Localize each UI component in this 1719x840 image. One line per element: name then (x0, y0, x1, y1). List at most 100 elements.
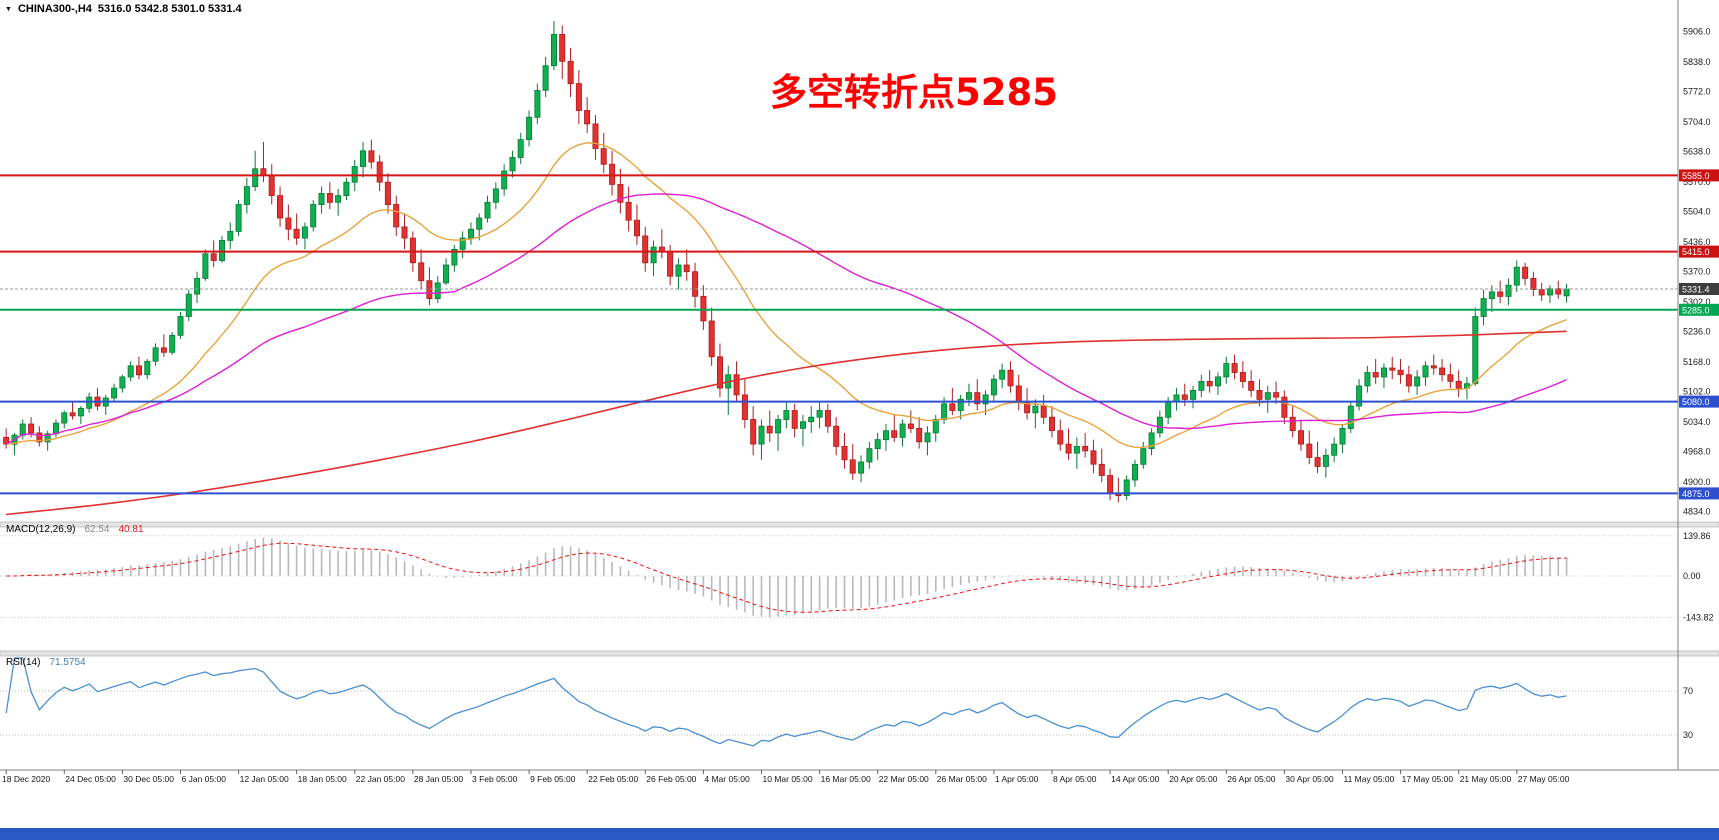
svg-text:28 Jan 05:00: 28 Jan 05:00 (414, 774, 463, 784)
candle (675, 258, 682, 290)
candle (733, 361, 740, 402)
panel-separator-rsi[interactable] (0, 650, 1719, 657)
candle (1248, 370, 1255, 398)
price-axis-label-box: 5331.4 (1679, 283, 1719, 295)
candle (177, 312, 184, 339)
ohlc-values: 5316.0 5342.8 5301.0 5331.4 (97, 3, 242, 15)
svg-text:5302.0: 5302.0 (1683, 297, 1711, 307)
candle (625, 186, 632, 232)
rsi-value: 71.5754 (49, 657, 86, 668)
candle (434, 276, 441, 304)
candle (484, 195, 491, 223)
candle (575, 70, 582, 124)
time-axis[interactable]: 18 Dec 2020 24 Dec 05:00 30 Dec 05:00 6 Jan… (0, 769, 1719, 784)
svg-text:4900.0: 4900.0 (1683, 477, 1711, 487)
svg-text:0.00: 0.00 (1683, 571, 1701, 581)
candle (119, 374, 126, 393)
symbol-dropdown-icon[interactable]: ▼ (5, 5, 12, 13)
candle (692, 262, 699, 308)
candle (1422, 361, 1429, 386)
candle (1414, 370, 1421, 395)
candle (858, 455, 865, 483)
candle (1381, 363, 1388, 389)
candle (268, 164, 275, 205)
candle (1397, 359, 1404, 384)
candle (1281, 390, 1288, 424)
candle (326, 182, 333, 209)
svg-text:20 Apr 05:00: 20 Apr 05:00 (1169, 774, 1217, 784)
candle (3, 428, 10, 449)
candle (1215, 372, 1222, 395)
svg-text:5704.0: 5704.0 (1683, 117, 1711, 127)
ma-fast-line (6, 142, 1567, 448)
candle (916, 417, 923, 449)
candle (957, 394, 964, 420)
candle (127, 361, 134, 382)
candle (1364, 365, 1371, 393)
candle (1306, 430, 1313, 465)
candle (1065, 428, 1072, 460)
candle (1472, 307, 1479, 386)
candle (658, 229, 665, 259)
macd-panel: 139.86 0.00 -143.82 (0, 531, 1714, 622)
svg-text:3 Feb 05:00: 3 Feb 05:00 (472, 774, 518, 784)
ma-medium-line (5, 193, 1567, 445)
candle (509, 150, 516, 178)
candle (1480, 289, 1487, 326)
svg-text:26 Mar 05:00: 26 Mar 05:00 (937, 774, 987, 784)
candle (1181, 383, 1188, 407)
candle (1156, 410, 1163, 438)
candle (1173, 388, 1180, 411)
candle (1040, 394, 1047, 424)
candle (318, 186, 325, 214)
candle (210, 240, 217, 268)
svg-text:22 Mar 05:00: 22 Mar 05:00 (879, 774, 929, 784)
candle (69, 401, 76, 420)
svg-text:5236.0: 5236.0 (1683, 327, 1711, 337)
svg-text:30 Apr 05:00: 30 Apr 05:00 (1285, 774, 1333, 784)
candle (1057, 419, 1064, 451)
candle (53, 419, 60, 438)
candle (235, 200, 242, 236)
ma-slow-line (6, 330, 1567, 516)
candle (725, 365, 732, 415)
svg-text:1 Apr 05:00: 1 Apr 05:00 (995, 774, 1039, 784)
candle (999, 363, 1006, 389)
moving-averages (5, 142, 1567, 516)
candle (218, 235, 225, 263)
candle (152, 343, 159, 366)
price-axis-label-box: 4875.0 (1679, 487, 1719, 500)
candle (343, 177, 350, 201)
macd-name: MACD(12,26,9) (6, 524, 76, 535)
candle (708, 307, 715, 366)
symbol-name: CHINA300-,H4 (17, 3, 92, 15)
candle (144, 359, 151, 380)
candle (77, 406, 84, 424)
candle (966, 383, 973, 407)
svg-text:11 May 05:00: 11 May 05:00 (1344, 774, 1395, 784)
candle (766, 410, 773, 442)
price-axis[interactable]: 5906.0 5838.0 5772.0 5704.0 5638.0 5570.0 5504… (1677, 0, 1719, 770)
candle (301, 222, 308, 250)
svg-text:5638.0: 5638.0 (1683, 147, 1711, 157)
candle (1132, 459, 1139, 487)
candle (194, 271, 201, 304)
svg-text:26 Feb 05:00: 26 Feb 05:00 (646, 774, 696, 784)
panel-separator-macd[interactable] (0, 521, 1719, 528)
candle (451, 244, 458, 272)
candle (683, 249, 690, 281)
candle (551, 21, 558, 71)
svg-text:24 Dec 05:00: 24 Dec 05:00 (65, 774, 116, 784)
candle (384, 173, 391, 214)
candle (700, 285, 707, 330)
candle (1107, 468, 1114, 501)
symbol-ohlc-label: ▼ CHINA300-,H4 5316.0 5342.8 5301.0 5331… (5, 3, 242, 15)
candle (1530, 271, 1537, 297)
candle (1389, 356, 1396, 380)
svg-text:139.86: 139.86 (1683, 531, 1711, 541)
candle (1098, 448, 1105, 483)
svg-text:5415.0: 5415.0 (1682, 247, 1710, 257)
candle (252, 150, 259, 192)
